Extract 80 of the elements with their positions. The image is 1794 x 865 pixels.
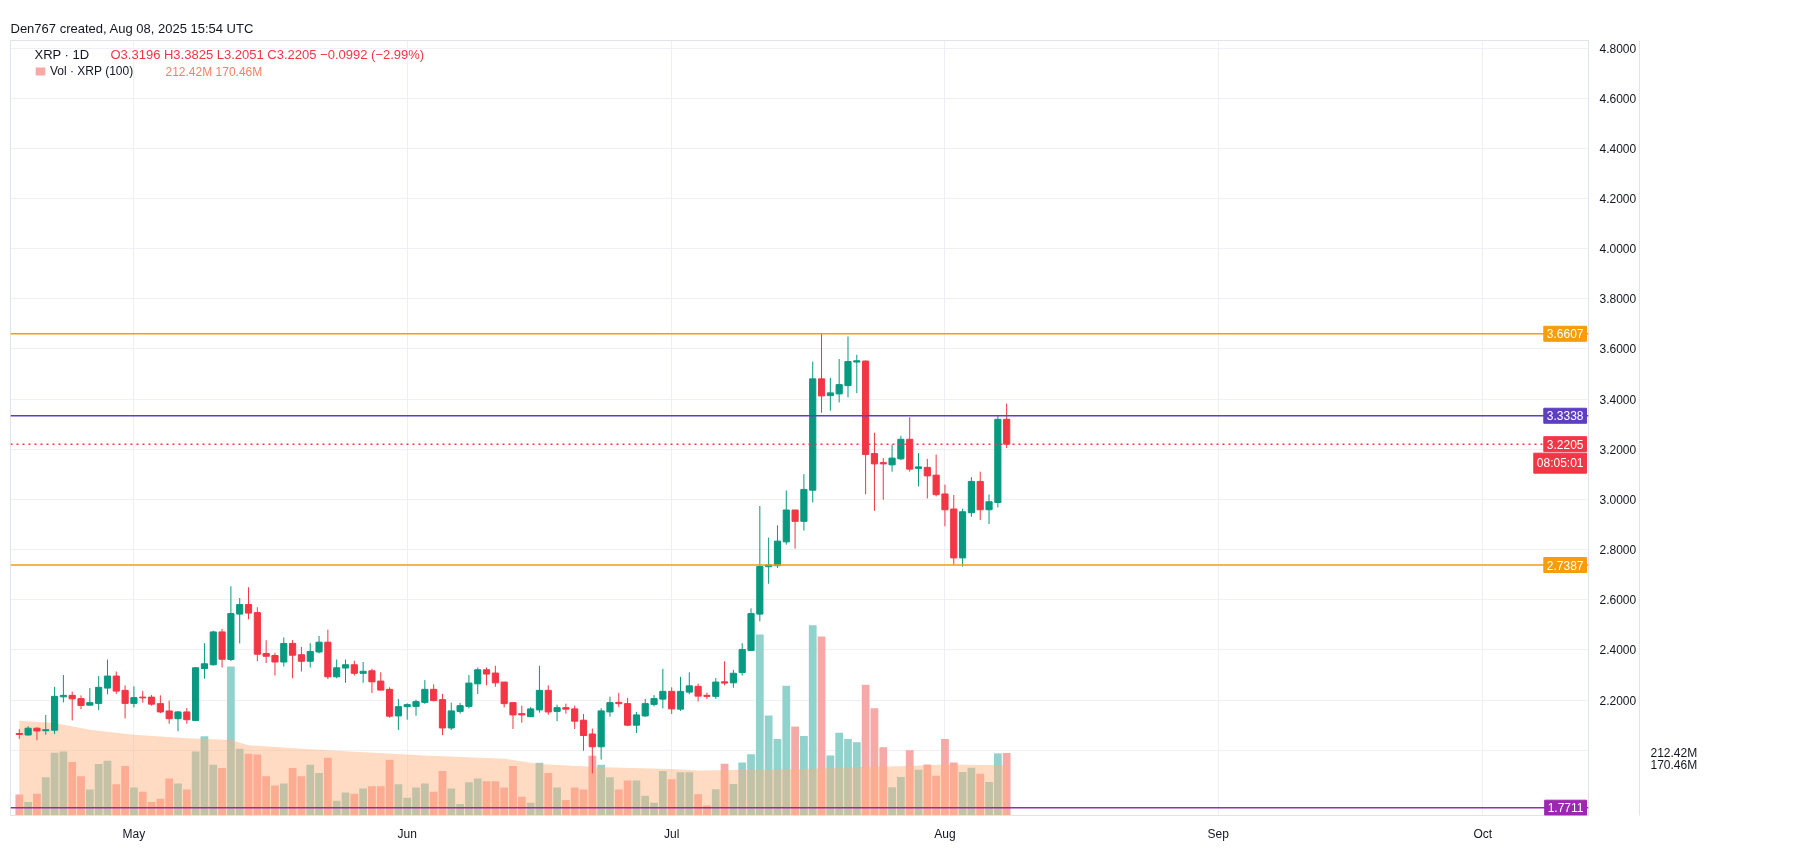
y-tick-label: 3.0000 (1599, 492, 1637, 507)
candlestick (535, 665, 544, 714)
candlestick (289, 639, 297, 679)
bar (711, 789, 720, 816)
bar (24, 801, 33, 816)
y-tick-label: 2.6000 (1599, 593, 1637, 608)
ref-line-label: 2.7387 (1546, 558, 1584, 573)
y-tick-label: 4.2000 (1599, 192, 1637, 207)
candlestick (130, 685, 138, 708)
x-tick-label: Jul (664, 826, 680, 841)
candlestick (720, 660, 729, 686)
bar (553, 787, 561, 816)
candlestick (579, 713, 588, 752)
bar (33, 793, 41, 816)
x-tick-label: Sep (1207, 826, 1230, 841)
candlestick (879, 457, 887, 501)
annotation: 08:05:01 (1536, 456, 1584, 471)
candlestick (712, 677, 720, 700)
y-tick-label: 3.2000 (1599, 442, 1637, 457)
bar (350, 793, 359, 816)
ref-line-label: 3.6607 (1546, 327, 1584, 342)
candlestick (59, 674, 67, 703)
candlestick (359, 661, 367, 684)
y-tick-label: 3.6000 (1599, 342, 1637, 357)
y-tick-label: 4.4000 (1599, 141, 1637, 156)
bar (667, 779, 676, 816)
annotation: 212.42M 170.46M (165, 64, 263, 79)
candlestick (42, 714, 50, 736)
candlestick (791, 509, 799, 550)
candlestick (553, 704, 561, 722)
y-tick-label: 2.4000 (1599, 643, 1637, 658)
ref-line-label: 3.2205 (1546, 437, 1584, 452)
bar (130, 787, 138, 816)
ref-line-label: 3.3338 (1546, 409, 1584, 424)
x-tick-label: Oct (1473, 826, 1493, 841)
bar (817, 636, 826, 816)
bar (544, 773, 553, 816)
bar (182, 789, 191, 816)
y-tick-label: 4.0000 (1599, 242, 1637, 257)
bar (323, 757, 332, 816)
candlestick (297, 646, 305, 673)
candlestick (244, 586, 253, 620)
bar (1002, 752, 1011, 816)
bar (791, 726, 799, 816)
text: Den767 created, Aug 08, 2025 15:54 UTC (10, 20, 254, 36)
candlestick (668, 686, 676, 715)
y-tick-label: 2.8000 (1599, 543, 1637, 558)
bar (279, 783, 288, 816)
y-tick-label: 3.8000 (1599, 292, 1637, 307)
candlestick (685, 671, 693, 695)
y-tick-label: 4.8000 (1599, 41, 1637, 56)
candlestick (280, 636, 288, 668)
candlestick (729, 669, 737, 689)
candlestick (544, 684, 552, 716)
bar (174, 783, 182, 816)
candlestick (914, 452, 923, 487)
bar (359, 788, 367, 816)
candlestick (200, 642, 209, 680)
x-tick-label: May (122, 826, 146, 841)
candlestick (103, 659, 112, 695)
y-tick-label: 3.4000 (1599, 392, 1637, 407)
candlestick (33, 726, 41, 741)
y-tick-label: 4.6000 (1599, 91, 1637, 106)
bar (218, 768, 226, 816)
bar (905, 750, 914, 816)
candlestick (333, 659, 341, 679)
candlestick (676, 676, 685, 712)
bar (15, 794, 24, 816)
ref-line-label: 1.7711 (1547, 801, 1584, 816)
text: O3.3196 H3.3825 L3.2051 C3.2205 −0.0992 (−2.99%) (110, 46, 425, 62)
x-tick-label: Jun (397, 826, 417, 841)
y2-tick-label: 212.42M (1650, 745, 1698, 760)
candlestick (817, 333, 826, 414)
candlestick (341, 659, 350, 684)
x-tick-label: Aug (934, 826, 956, 841)
text: XRP · 1D (34, 46, 90, 62)
y-tick-label: 2.2000 (1599, 693, 1637, 708)
bar (976, 773, 985, 816)
y2-tick-label: 170.46M (1650, 758, 1698, 773)
legend-label: Vol · XRP (100) (50, 64, 134, 78)
